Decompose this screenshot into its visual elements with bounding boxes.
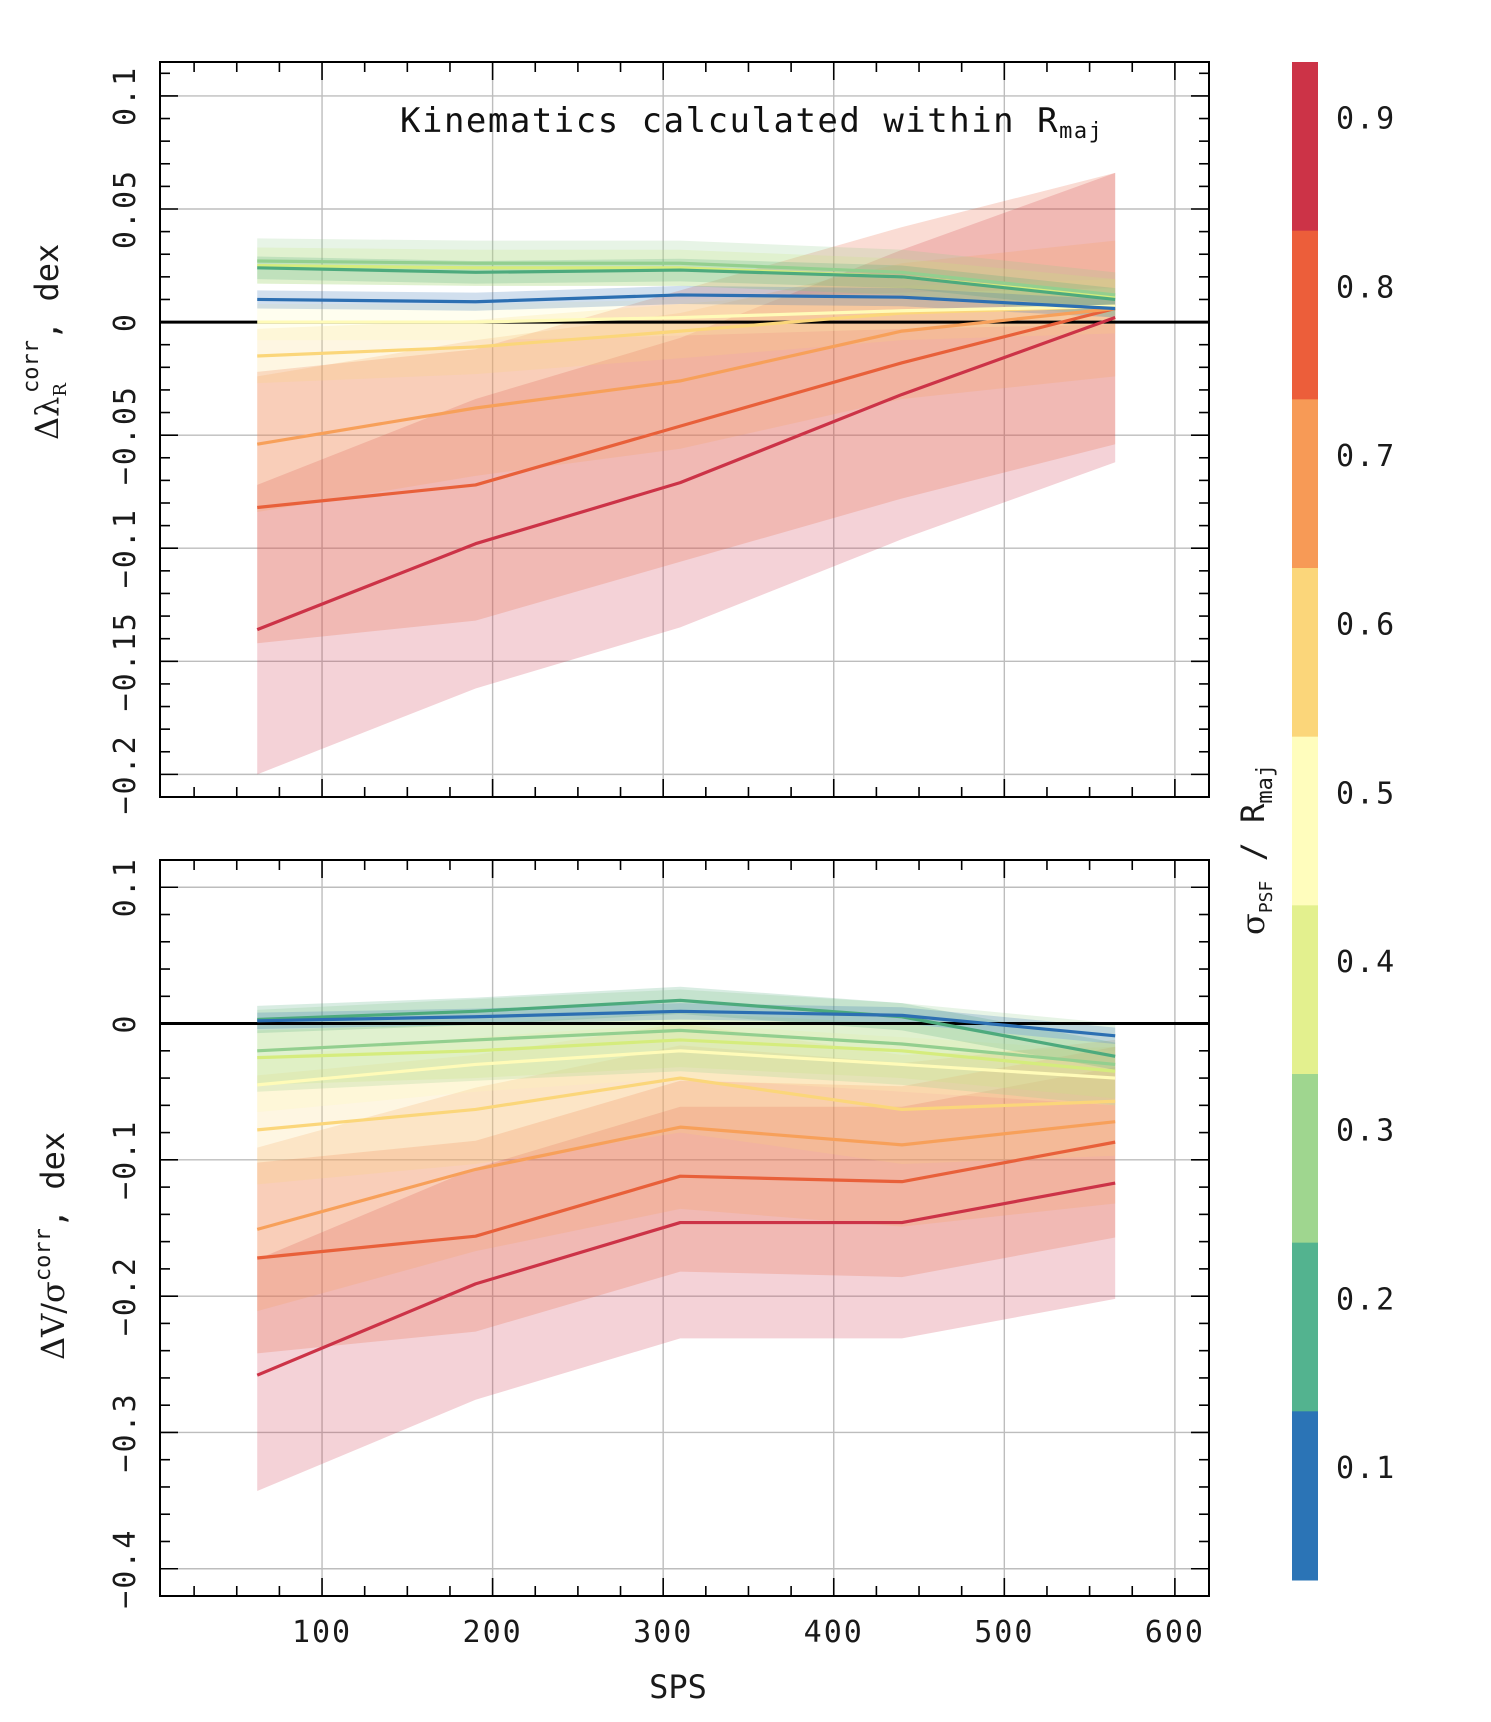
bottom-y-axis-label: ΔV/σcorr, dex	[31, 1132, 72, 1360]
y-tick-label: −0.05	[108, 385, 143, 485]
series-line-0_1	[257, 293, 1116, 311]
colorbar-segment-0_4	[1292, 905, 1318, 1075]
colorbar-segment-0_6	[1292, 568, 1318, 738]
y-tick-label: −0.1	[108, 508, 143, 588]
series-line-0_6	[257, 1076, 1116, 1132]
annotation-subscript: maj	[1059, 119, 1103, 144]
top-ylabel-sup: corr	[19, 340, 44, 393]
x-axis-label: SPS	[649, 1668, 707, 1706]
series-line-0_1	[257, 1009, 1116, 1038]
confidence-band-0_8	[257, 1046, 1116, 1354]
colorbar: 0.9 0.8 0.7 0.6 0.5 0.4 0.3 0.2 0.1	[1292, 62, 1396, 1581]
x-tick-label: 500	[974, 1615, 1034, 1650]
colorbar-label-rest: / R	[1234, 803, 1272, 881]
series-line-0_9	[256, 1181, 1116, 1377]
top-ylabel-sub: R	[50, 383, 71, 397]
colorbar-segment-0_9	[1292, 62, 1318, 232]
panel-annotation: Kinematics calculated within Rmaj	[400, 101, 1103, 144]
colorbar-tick-label: 0.8	[1336, 270, 1396, 305]
top-ylabel-main: Δλ	[28, 397, 66, 440]
y-tick-label: −0.3	[108, 1392, 143, 1472]
confidence-band-0_3	[257, 238, 1116, 318]
top-y-axis-label: ΔλRcorr, dex	[19, 244, 71, 440]
bottom-panel: −0.4 −0.3 −0.2 −0.1 0 0.1 100 200 300 400 500 600	[108, 857, 1210, 1650]
series-line-0_8	[257, 306, 1116, 510]
y-tick-label: −0.2	[108, 734, 143, 814]
annotation-text: Kinematics calculated within R	[400, 101, 1059, 141]
confidence-band-0_5	[257, 288, 1116, 341]
confidence-band-0_2	[257, 256, 1116, 311]
colorbar-label-main: σ	[1234, 913, 1272, 935]
plot-frame	[159, 859, 1210, 1597]
x-tick-label: 100	[292, 1615, 352, 1650]
bottom-ylabel-sup: corr	[31, 1228, 56, 1281]
series-line-0_4	[257, 1038, 1116, 1073]
x-tick-label: 300	[633, 1615, 693, 1650]
bottom-ylabel-main: ΔV/σ	[34, 1281, 72, 1360]
y-tick-label: −0.4	[108, 1529, 143, 1609]
colorbar-tick-label: 0.7	[1336, 439, 1396, 474]
colorbar-tick-label: 0.2	[1336, 1282, 1396, 1317]
y-tick-label: 0	[108, 312, 143, 332]
colorbar-segment-0_3	[1292, 1074, 1318, 1244]
colorbar-label: σPSF / Rmaj	[1234, 764, 1278, 935]
confidence-band-0_9	[257, 1067, 1116, 1492]
series-line-0_3	[257, 1028, 1116, 1067]
y-tick-label: −0.15	[108, 611, 143, 711]
x-tick-label: 400	[804, 1615, 864, 1650]
colorbar-segment-0_5	[1292, 736, 1318, 906]
colorbar-tick-label: 0.6	[1336, 608, 1396, 643]
series-line-0_5	[257, 1049, 1116, 1087]
plot-frame	[159, 61, 1210, 798]
colorbar-segment-0_2	[1292, 1242, 1318, 1412]
top-ylabel-suffix: , dex	[28, 244, 66, 340]
x-tick-label: 600	[1145, 1615, 1205, 1650]
colorbar-segment-0_1	[1292, 1411, 1318, 1581]
bottom-ylabel-suffix: , dex	[34, 1132, 72, 1228]
colorbar-tick-label: 0.1	[1336, 1451, 1396, 1486]
colorbar-tick-label: 0.9	[1336, 102, 1396, 137]
confidence-band-0_5	[257, 1023, 1116, 1113]
colorbar-label-rest-sub: maj	[1253, 764, 1278, 804]
y-tick-label: 0	[108, 1014, 143, 1034]
series-line-0_7	[256, 1120, 1116, 1231]
y-tick-label: −0.1	[108, 1120, 143, 1200]
series-line-0_9	[256, 316, 1116, 632]
colorbar-segment-0_7	[1292, 399, 1318, 569]
y-tick-label: 0.1	[108, 857, 143, 917]
y-tick-label: 0.05	[108, 169, 143, 249]
colorbar-tick-label: 0.3	[1336, 1114, 1396, 1149]
top-panel: −0.2 −0.15 −0.1 −0.05 0 0.05 0.1	[108, 61, 1210, 815]
series-line-0_8	[257, 1140, 1116, 1260]
confidence-band-0_4	[257, 1012, 1116, 1099]
y-tick-label: 0.1	[108, 66, 143, 126]
colorbar-tick-label: 0.4	[1336, 945, 1396, 980]
confidence-band-0_1	[257, 285, 1116, 318]
confidence-band-0_7	[257, 240, 1116, 513]
series-line-0_7	[256, 306, 1116, 446]
series-line-0_2	[257, 998, 1116, 1058]
confidence-band-0_3	[257, 989, 1116, 1106]
colorbar-label-sub: PSF	[1256, 881, 1277, 914]
confidence-band-0_2	[257, 986, 1116, 1070]
confidence-band-0_8	[257, 172, 1116, 644]
confidence-band-0_1	[257, 1003, 1116, 1044]
colorbar-segment-0_8	[1292, 230, 1318, 400]
colorbar-tick-label: 0.5	[1336, 776, 1396, 811]
series-line-0_2	[257, 266, 1116, 302]
series-line-0_5	[257, 304, 1116, 324]
x-tick-label: 200	[463, 1615, 523, 1650]
series-line-0_3	[257, 259, 1116, 297]
y-tick-label: −0.2	[108, 1256, 143, 1336]
